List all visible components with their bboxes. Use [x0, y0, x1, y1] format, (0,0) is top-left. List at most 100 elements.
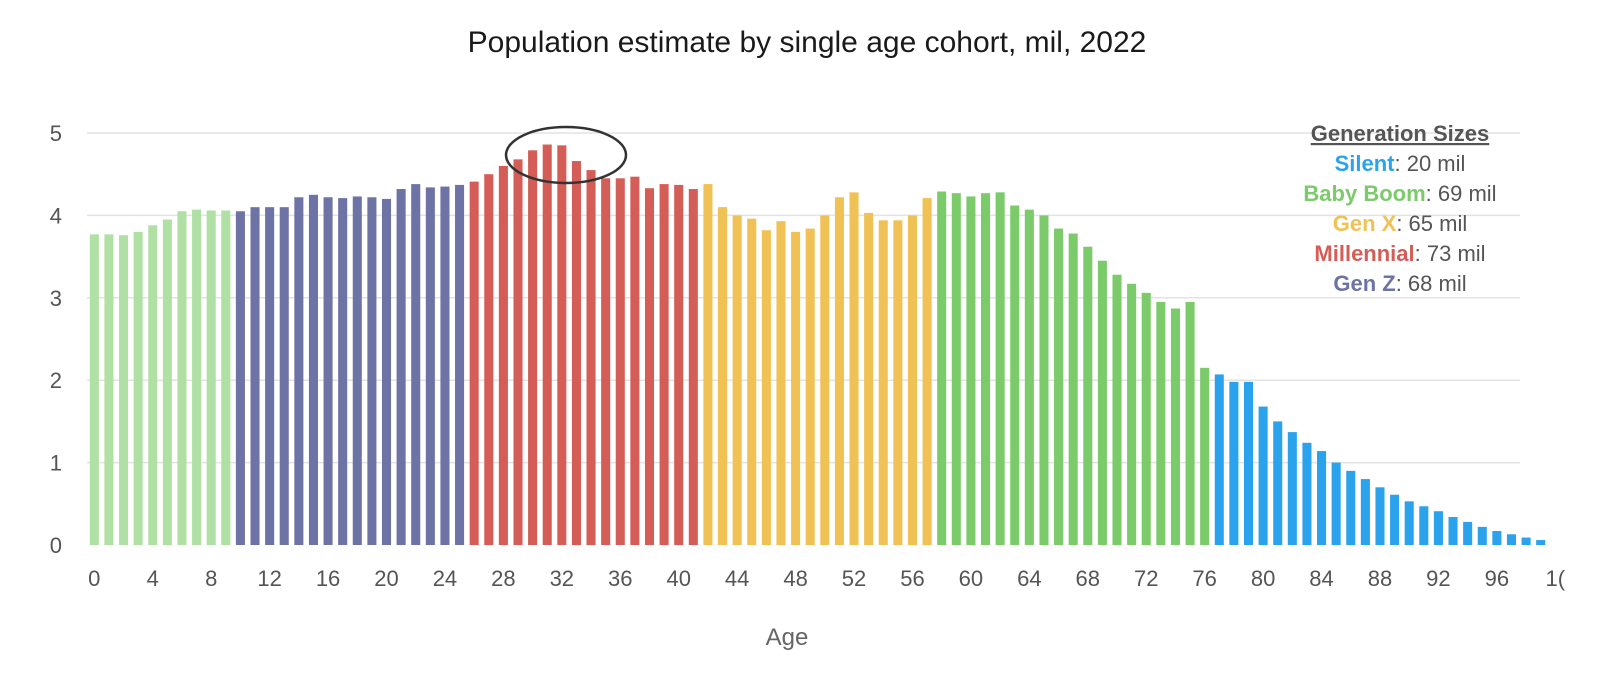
- bar-age-30: [528, 150, 538, 546]
- bar-age-9: [221, 210, 231, 545]
- bar-age-6: [177, 211, 187, 545]
- bar-age-27: [484, 174, 494, 545]
- bar-age-21: [396, 189, 406, 545]
- bar-age-10: [235, 211, 245, 545]
- y-tick-label: 0: [50, 533, 62, 558]
- bar-age-64: [1024, 209, 1034, 545]
- x-axis-ticks: 0 4 8 12 16 20 24 28 32 36 40 44 48 52 56 60 64 68 72 76 80 8…: [88, 566, 1566, 591]
- bar-age-0: [89, 234, 99, 545]
- bar-age-92: [1433, 511, 1443, 545]
- y-tick-label: 3: [50, 286, 62, 311]
- x-tick-label: 68: [1076, 566, 1100, 591]
- x-tick-label: 20: [374, 566, 398, 591]
- legend-value-millennial: : 73 mil: [1415, 241, 1486, 266]
- bar-age-28: [498, 165, 508, 545]
- bar-age-85: [1331, 462, 1341, 545]
- legend: Generation Sizes Silent: 20 mil Baby Boo…: [1303, 121, 1496, 296]
- bar-age-68: [1083, 246, 1093, 545]
- bar-age-22: [411, 184, 421, 545]
- x-tick-label: 28: [491, 566, 515, 591]
- bar-age-52: [849, 192, 859, 545]
- x-tick-label: 96: [1485, 566, 1509, 591]
- bar-age-12: [265, 207, 275, 545]
- bar-age-67: [1068, 233, 1078, 545]
- bar-age-79: [1243, 381, 1254, 545]
- bar-age-44: [732, 215, 742, 545]
- bar-age-20: [381, 198, 392, 546]
- bar-age-42: [703, 184, 713, 545]
- bar-age-86: [1346, 470, 1356, 545]
- legend-value-silent: : 20 mil: [1394, 151, 1465, 176]
- bar-age-50: [820, 215, 830, 545]
- y-tick-label: 4: [50, 203, 62, 228]
- bar-age-34: [586, 170, 596, 545]
- bar-age-73: [1156, 301, 1166, 545]
- chart-title: Population estimate by single age cohort…: [468, 26, 1147, 59]
- bar-age-72: [1141, 292, 1151, 545]
- bar-age-29: [513, 159, 523, 545]
- x-axis-label: Age: [766, 624, 809, 651]
- bar-age-32: [557, 145, 567, 546]
- bar-age-45: [747, 218, 757, 545]
- bar-age-70: [1112, 274, 1122, 545]
- x-tick-label: 40: [666, 566, 690, 591]
- bar-age-41: [688, 189, 698, 545]
- bar-age-26: [469, 181, 479, 545]
- bar-age-77: [1214, 374, 1224, 545]
- legend-title: Generation Sizes: [1311, 121, 1490, 146]
- y-tick-label: 1: [50, 451, 62, 476]
- peak-annotation-circle: [504, 125, 628, 185]
- bar-age-75: [1185, 301, 1195, 545]
- bar-age-63: [1010, 205, 1020, 545]
- bar-age-94: [1463, 521, 1473, 545]
- bar-age-81: [1273, 421, 1283, 545]
- legend-entry-baby-boom: Baby Boom: 69 mil: [1303, 181, 1496, 206]
- bar-age-95: [1477, 526, 1487, 545]
- bar-age-23: [425, 187, 435, 545]
- x-tick-label: 36: [608, 566, 632, 591]
- bar-age-78: [1229, 381, 1239, 545]
- x-tick-label: 60: [959, 566, 983, 591]
- x-tick-label: 0: [88, 566, 100, 591]
- x-tick-label: 72: [1134, 566, 1158, 591]
- bar-age-16: [323, 197, 333, 545]
- x-tick-label: 24: [433, 566, 457, 591]
- x-tick-label: 48: [783, 566, 807, 591]
- bar-age-17: [338, 198, 348, 545]
- bar-age-4: [148, 225, 158, 546]
- legend-entry-gen-z: Gen Z: 68 mil: [1333, 271, 1466, 296]
- x-tick-label: 64: [1017, 566, 1041, 591]
- bar-age-69: [1097, 260, 1107, 545]
- bar-age-39: [659, 184, 669, 545]
- x-tick-label: 16: [316, 566, 340, 591]
- bar-age-8: [206, 210, 216, 545]
- bar-age-36: [615, 178, 625, 545]
- x-tick-label: 52: [842, 566, 866, 591]
- legend-entry-millennial: Millennial: 73 mil: [1314, 241, 1485, 266]
- bar-age-2: [119, 235, 129, 545]
- bar-age-74: [1170, 308, 1180, 545]
- bar-age-96: [1492, 530, 1502, 545]
- bar-age-49: [805, 228, 815, 545]
- bar-age-58: [937, 191, 947, 545]
- bar-age-15: [308, 194, 318, 546]
- bar-age-65: [1039, 215, 1049, 545]
- bar-age-11: [250, 207, 260, 545]
- bar-age-54: [878, 220, 888, 545]
- bar-age-51: [834, 197, 844, 545]
- bar-age-76: [1200, 367, 1210, 545]
- bar-age-1: [104, 234, 114, 545]
- y-tick-label: 5: [50, 121, 62, 146]
- x-tick-label: 12: [257, 566, 281, 591]
- bar-age-57: [922, 198, 932, 545]
- bar-age-53: [864, 212, 874, 545]
- legend-value-gen-z: : 68 mil: [1396, 271, 1467, 296]
- x-tick-label: 1(: [1546, 566, 1566, 591]
- bar-age-71: [1127, 283, 1137, 545]
- x-tick-label: 8: [205, 566, 217, 591]
- bar-age-19: [367, 197, 377, 545]
- bar-age-61: [980, 193, 991, 545]
- legend-value-gen-x: : 65 mil: [1396, 211, 1467, 236]
- bar-age-82: [1287, 432, 1297, 545]
- bar-age-60: [966, 196, 976, 545]
